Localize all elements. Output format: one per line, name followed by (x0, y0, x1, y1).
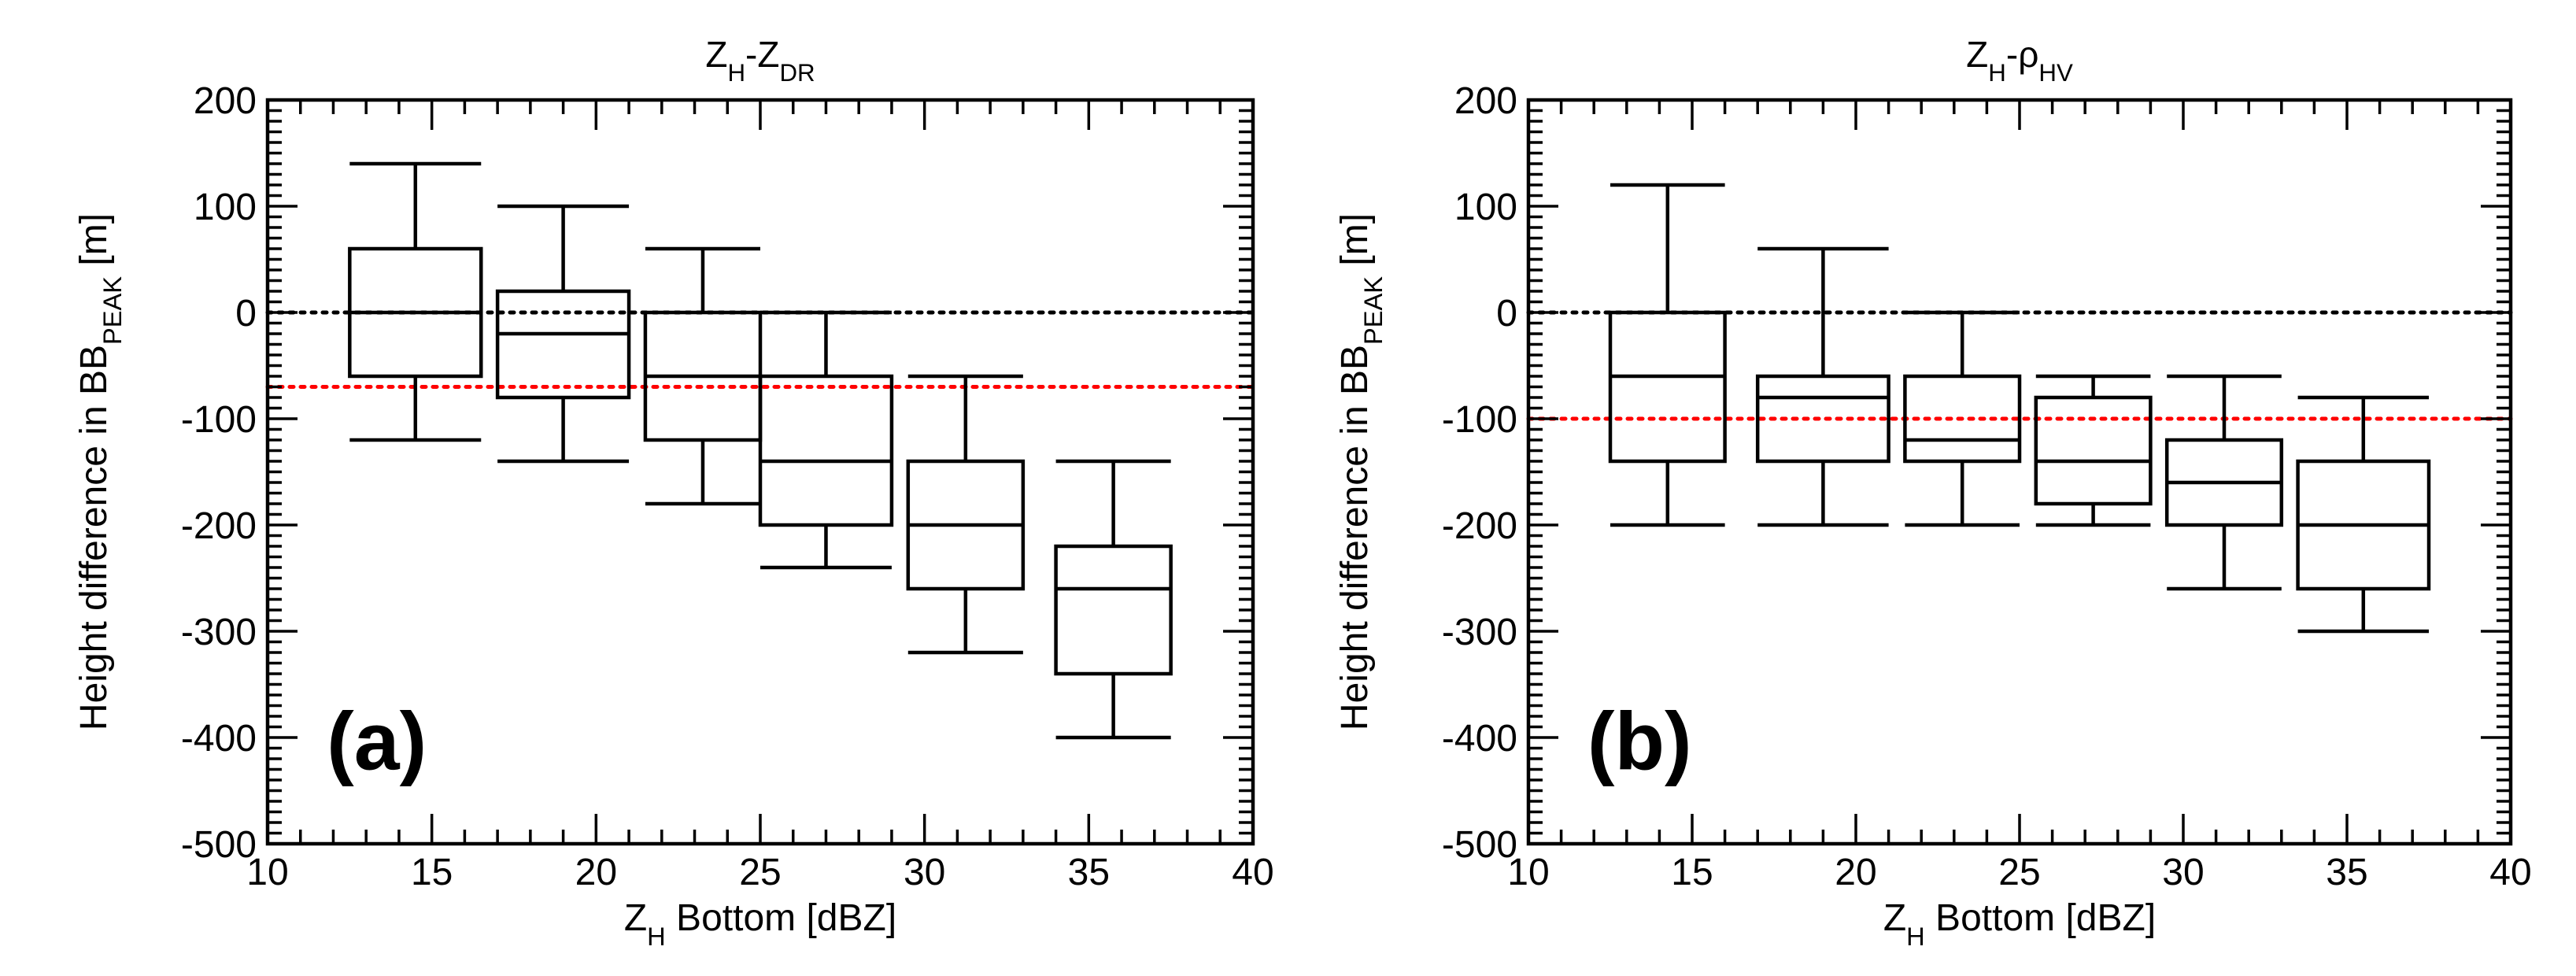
chart-1-xtick-label: 35 (2326, 852, 2367, 893)
panel-b: -500 -400 -300 -200 -100 0 100 200 10 15 20 25 30 35 4… (1334, 34, 2532, 951)
chart-0-ytick-label: -200 (181, 505, 257, 547)
chart-0-xtick-label: 40 (1232, 852, 1273, 893)
chart-1-xlabel-rest: Bottom [dBZ] (1925, 897, 2156, 939)
chart-1-title: ZH-ρHV (1966, 34, 2073, 87)
chart-0-box-5-iqr (1054, 544, 1173, 676)
chart-0-title-mid: -Z (745, 34, 779, 75)
chart-1-xtick-label: 10 (1507, 852, 1549, 893)
chart-0-title-sub1: H (727, 59, 745, 87)
chart-1-xtick-label: 40 (2489, 852, 2531, 893)
chart-1-box-3 (2034, 374, 2153, 527)
chart-0-xtick-label: 25 (739, 852, 781, 893)
chart-1-ylabel-rest: [m] (1334, 213, 1376, 276)
chart-0-box-5 (1054, 459, 1173, 740)
chart-0-xtick-label: 30 (904, 852, 945, 893)
chart-1-ytick-label: 200 (1454, 80, 1517, 122)
chart-0-ytick-label: -100 (181, 399, 257, 441)
chart-0-box-3 (758, 310, 894, 570)
chart-0-ylabel: Height difference in BBPEAK [m] (73, 213, 127, 730)
chart-0-ytick-label: -300 (181, 612, 257, 653)
chart-0-ytick-label: 0 (235, 293, 257, 335)
chart-1-ytick-label: 0 (1496, 293, 1517, 335)
panel-a: -500 -400 -300 -200 -100 0 100 200 10 15 20 25 30 35 4… (73, 34, 1274, 951)
chart-0-xlabel: ZH Bottom [dBZ] (624, 897, 896, 951)
chart-0-box-1 (495, 204, 631, 464)
chart-0-title-sub2: DR (779, 59, 815, 87)
chart-0-ytick-label: -500 (181, 824, 257, 866)
chart-1-box-0-iqr (1608, 310, 1727, 464)
chart-1-ytick-label: -200 (1442, 505, 1517, 547)
chart-0-xtick-label: 35 (1068, 852, 1110, 893)
chart-0-ylabel-rest: [m] (73, 213, 115, 276)
chart-1-xtick-label: 25 (1998, 852, 2040, 893)
chart-1-ylabel-main: Height difference in BB (1334, 345, 1376, 730)
chart-0-xtick-label: 15 (411, 852, 453, 893)
chart-0-title-main: Z (705, 34, 727, 75)
chart-1-ytick-label: -500 (1442, 824, 1517, 866)
chart-1-ytick-label: 100 (1454, 187, 1517, 228)
chart-1-ytick-label: -400 (1442, 718, 1517, 760)
chart-1-box-1-iqr (1755, 374, 1890, 464)
chart-0-ylabel-main: Height difference in BB (73, 345, 115, 730)
chart-0-xtick-label: 20 (575, 852, 617, 893)
chart-1-title-mid: -ρ (2006, 34, 2039, 75)
chart-1-title-sub1: H (1988, 59, 2006, 87)
chart-0-box-4 (906, 374, 1026, 655)
chart-1-xlabel: ZH Bottom [dBZ] (1883, 897, 2156, 951)
chart-1-ytick-label: -300 (1442, 612, 1517, 653)
chart-1-xtick-label: 15 (1671, 852, 1713, 893)
chart-0-box-1-iqr (495, 289, 631, 400)
chart-0-ylabel-sub: PEAK (98, 276, 127, 345)
chart-1-ylabel-sub: PEAK (1358, 276, 1388, 345)
chart-0-title: ZH-ZDR (705, 34, 815, 87)
chart-0-xtick-label: 10 (246, 852, 288, 893)
chart-1-xtick-label: 30 (2162, 852, 2204, 893)
chart-1-box-4 (2164, 374, 2284, 591)
chart-1-box-1 (1755, 246, 1890, 527)
chart-1-ylabel: Height difference in BBPEAK [m] (1334, 213, 1388, 730)
chart-0-ticks (266, 98, 1255, 845)
chart-1-xlabel-sub: H (1906, 922, 1925, 951)
chart-1-box-2-iqr (1903, 374, 2022, 464)
chart-1-xtick-label: 20 (1835, 852, 1876, 893)
chart-0-xlabel-main: Z (624, 897, 647, 939)
chart-0-xlabel-sub: H (647, 922, 666, 951)
chart-0-ytick-label: -400 (181, 718, 257, 760)
chart-0-box-0 (348, 161, 483, 442)
chart-1-ytick-label: -100 (1442, 399, 1517, 441)
chart-1-box-2 (1903, 310, 2022, 527)
chart-1-box-0 (1608, 183, 1727, 527)
chart-1-box-5 (2296, 395, 2431, 634)
chart-1-panel-label: (b) (1587, 697, 1692, 788)
chart-1-xlabel-main: Z (1883, 897, 1906, 939)
chart-0-box-2 (643, 246, 763, 506)
chart-1-title-sub2: HV (2038, 59, 2073, 87)
chart-0-panel-label: (a) (327, 697, 427, 788)
chart-0-ytick-label: 200 (194, 80, 257, 122)
chart-1-box-3-iqr (2034, 395, 2153, 506)
chart-0-ytick-label: 100 (194, 187, 257, 228)
chart-1-ticks (1527, 98, 2512, 845)
chart-1-title-main: Z (1966, 34, 1988, 75)
chart-0-xlabel-rest: Bottom [dBZ] (666, 897, 896, 939)
chart-0-box-3-iqr (758, 374, 894, 527)
